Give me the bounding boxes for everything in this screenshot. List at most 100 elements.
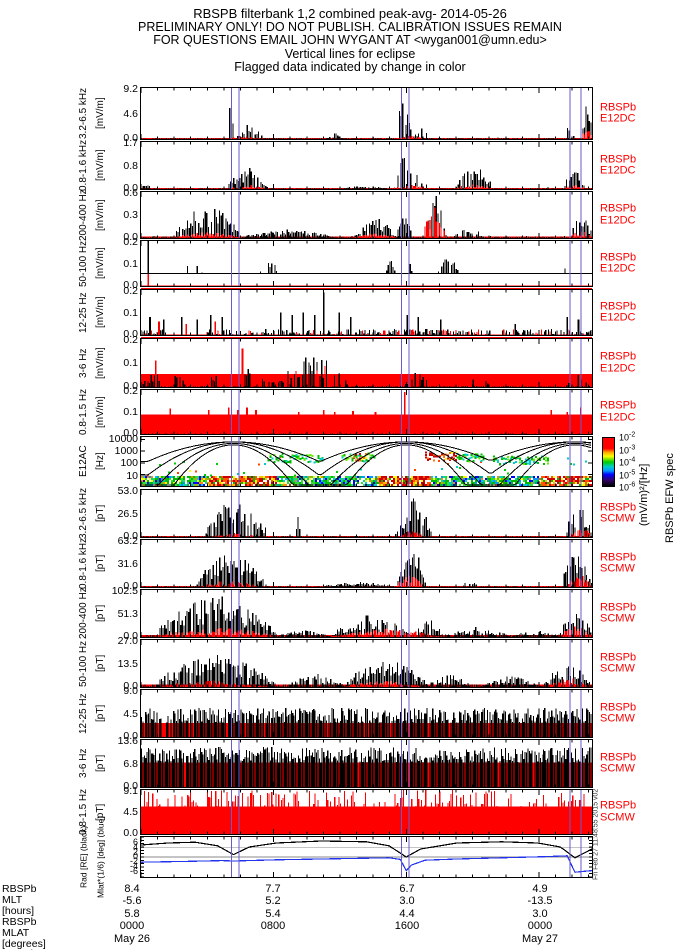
plot-canvas — [141, 192, 592, 238]
right-source-label-line: E12DC — [600, 214, 636, 226]
plot-canvas — [141, 390, 592, 434]
time-axis-column: 6.7 3.0 4.4 1600 — [395, 883, 419, 933]
plot-area — [140, 639, 593, 688]
y-axis-tick: 63.2 — [117, 534, 138, 547]
plot-canvas — [141, 437, 592, 486]
y-axis-tick: 0.0 — [123, 182, 138, 195]
panel-row-2: 0.8-1.6 kHz [mV/m] 1.7 0.8 0.0 RBSPb E12DC — [0, 137, 700, 194]
panel-band-label: Rad [RE] (black) — [78, 825, 89, 889]
plot-area — [140, 489, 593, 538]
right-source-label-line: RBSPb — [600, 350, 637, 363]
y-axis-ticks: 10000 1000 100 10 — [100, 432, 138, 487]
right-source-label: RBSPb E12DC — [600, 101, 637, 125]
right-source-label-line: RBSPb — [600, 601, 637, 613]
y-axis-tick: 0.1 — [123, 306, 138, 319]
y-axis-tick: 10000 — [108, 432, 138, 445]
panel-band-label: 3.2-6.5 kHz — [78, 87, 89, 140]
plot-canvas — [141, 241, 592, 286]
y-axis-tick: 0.2 — [123, 334, 138, 346]
right-source-label-line: RBSPb — [600, 251, 637, 263]
y-axis-tick: 1.7 — [123, 136, 138, 149]
y-axis-tick: 0.2 — [123, 284, 138, 297]
time-axis-value: -5.6 — [122, 895, 142, 908]
panel-band-label: 12-25 Hz — [78, 292, 89, 333]
right-source-label-line: RBSPb — [600, 202, 637, 215]
y-axis-tick: 0.1 — [123, 406, 138, 418]
y-axis-tick: 27.0 — [117, 634, 138, 647]
y-axis-tick: 26.5 — [117, 507, 138, 520]
panel-row-4: 50-100 Hz [mV/m] 0.2 0.1 0.0 RBSPb E12DC — [0, 236, 700, 291]
figure-subtitle-1: PRELIMINARY ONLY! DO NOT PUBLISH. CALIBR… — [138, 19, 562, 34]
spectrogram-colorbar — [602, 437, 615, 487]
plot-canvas — [141, 490, 592, 537]
ephemeris-left-label: [hours] — [2, 904, 35, 917]
plot-canvas — [141, 790, 592, 834]
time-axis-value: 6.7 — [399, 883, 415, 895]
y-axis-tick: 4 — [132, 842, 138, 853]
panel-row-14: 3-6 Hz [pT] 13.6 6.8 0.0 RBSPb SCMW — [0, 735, 700, 792]
right-source-label-line: RBSPb — [600, 751, 637, 763]
plot-canvas — [141, 740, 592, 787]
right-source-label-line: E12DC — [600, 311, 636, 324]
colorbar-unit-label: (mV/m)²/[Hz] — [638, 463, 650, 527]
time-axis-value: 1600 — [394, 920, 420, 933]
plot-area — [140, 689, 593, 738]
plot-canvas — [141, 540, 592, 587]
right-source-label-line: RBSPb — [600, 101, 637, 113]
plot-area — [140, 836, 593, 878]
right-source-label: RBSPb E12DC — [600, 202, 637, 227]
flag-zero-line — [141, 288, 592, 289]
y-axis-tick: 0.0 — [123, 279, 138, 292]
right-source-label: RBSPb E12DC — [600, 251, 637, 275]
panel-row-7: 0.8-1.5 Hz [mV/m] 0.2 0.1 0.0 RBSPb E12DC — [0, 385, 700, 439]
right-source-label: RBSPb E12DC — [600, 400, 636, 424]
panel-band-label: E12AC — [78, 445, 89, 478]
plot-area — [140, 240, 593, 287]
plot-canvas — [141, 290, 592, 335]
plot-area — [140, 191, 593, 239]
time-axis-value: May 27 — [521, 932, 559, 945]
panel-row-16: Rad [RE] (black) Mlat*(1/6) [deg] (blue) 6… — [0, 816, 700, 898]
right-source-label-line: SCMW — [600, 512, 635, 525]
right-source-label-line: SCMW — [600, 712, 635, 725]
figure-subtitle-2: FOR QUESTIONS EMAIL JOHN WYGANT AT <wyga… — [153, 33, 547, 48]
y-axis-ticks: 27.0 13.5 0.0 — [100, 635, 138, 692]
panel-band-label: 0.8-1.6 kHz — [78, 537, 89, 590]
ephemeris-left-label: MLAT — [2, 926, 30, 939]
y-axis-tick: 13.5 — [117, 657, 138, 670]
ephemeris-left-label: RBSPb — [2, 915, 37, 928]
figure-subtitle-4: Flagged data indicated by change in colo… — [234, 60, 466, 75]
y-axis-tick: 0.2 — [123, 235, 138, 248]
plot-canvas — [141, 837, 592, 877]
right-source-label-line: E12DC — [600, 112, 636, 125]
right-source-label-line: SCMW — [600, 612, 635, 625]
panel-row-1: 3.2-6.5 kHz [mV/m] 9.2 4.6 0.0 RBSPb E12DC — [0, 83, 700, 144]
y-axis-tick: 10 — [126, 470, 138, 483]
right-source-label-line: SCMW — [600, 662, 635, 675]
plot-area — [140, 589, 593, 638]
y-axis-tick: 2 — [132, 846, 138, 857]
plot-canvas — [141, 690, 592, 737]
y-axis-tick: 51.3 — [117, 607, 138, 620]
right-source-label: RBSPb SCMW — [600, 501, 637, 525]
ephemeris-left-label: [degrees] — [2, 937, 46, 950]
plot-area — [140, 389, 593, 435]
right-source-label-line: RBSPb — [600, 501, 637, 513]
spectrogram-source-label: RBSPb EFW spec — [664, 453, 676, 543]
time-axis-column: 8.4 -5.6 5.8 0000 May 26 — [114, 883, 150, 945]
plot-area — [140, 789, 593, 835]
panel-band-label: 3.2-6.5 kHz — [78, 487, 89, 540]
y-axis-ticks: 0.2 0.1 0.0 — [100, 236, 138, 291]
right-source-label: RBSPb SCMW — [600, 601, 637, 625]
right-source-label-line: SCMW — [600, 811, 635, 823]
ephemeris-left-label: RBSPb — [2, 883, 37, 895]
plot-area — [140, 539, 593, 588]
panel-band-label: 12-25 Hz — [78, 693, 89, 734]
right-source-label: RBSPb SCMW — [600, 651, 636, 675]
y-axis-ticks: 63.2 31.6 0.0 — [100, 535, 138, 592]
panel-band-label: 0.8-1.6 kHz — [78, 139, 89, 192]
right-source-label: RBSPb SCMW — [600, 751, 637, 775]
y-axis-ticks: 0.2 0.1 0.0 — [100, 285, 138, 340]
